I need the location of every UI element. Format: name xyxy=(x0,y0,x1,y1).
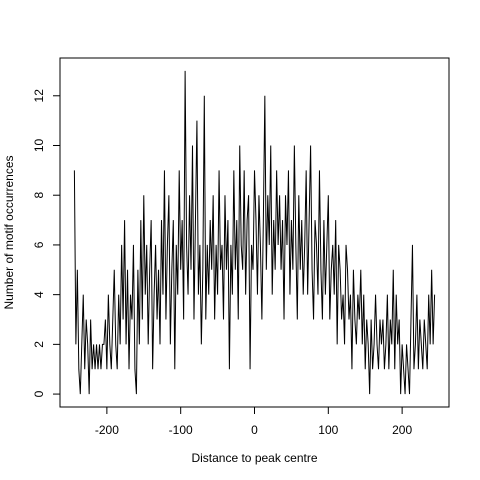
x-tick-label: 0 xyxy=(251,423,258,437)
data-line xyxy=(73,70,436,395)
y-tick-label: 10 xyxy=(32,139,46,153)
y-tick-label: 6 xyxy=(32,241,46,248)
y-axis-label: Number of motif occurrences xyxy=(2,155,16,309)
plot-box xyxy=(59,57,450,408)
y-tick-label: 8 xyxy=(32,192,46,199)
y-tick-label: 12 xyxy=(32,89,46,103)
x-axis-label: Distance to peak centre xyxy=(191,451,317,465)
y-tick-label: 0 xyxy=(32,390,46,397)
x-tick-label: -100 xyxy=(169,423,193,437)
x-tick-label: 200 xyxy=(392,423,412,437)
y-tick-label: 4 xyxy=(32,291,46,298)
x-tick-label: -200 xyxy=(95,423,119,437)
x-tick-label: 100 xyxy=(318,423,338,437)
y-tick-label: 2 xyxy=(32,341,46,348)
